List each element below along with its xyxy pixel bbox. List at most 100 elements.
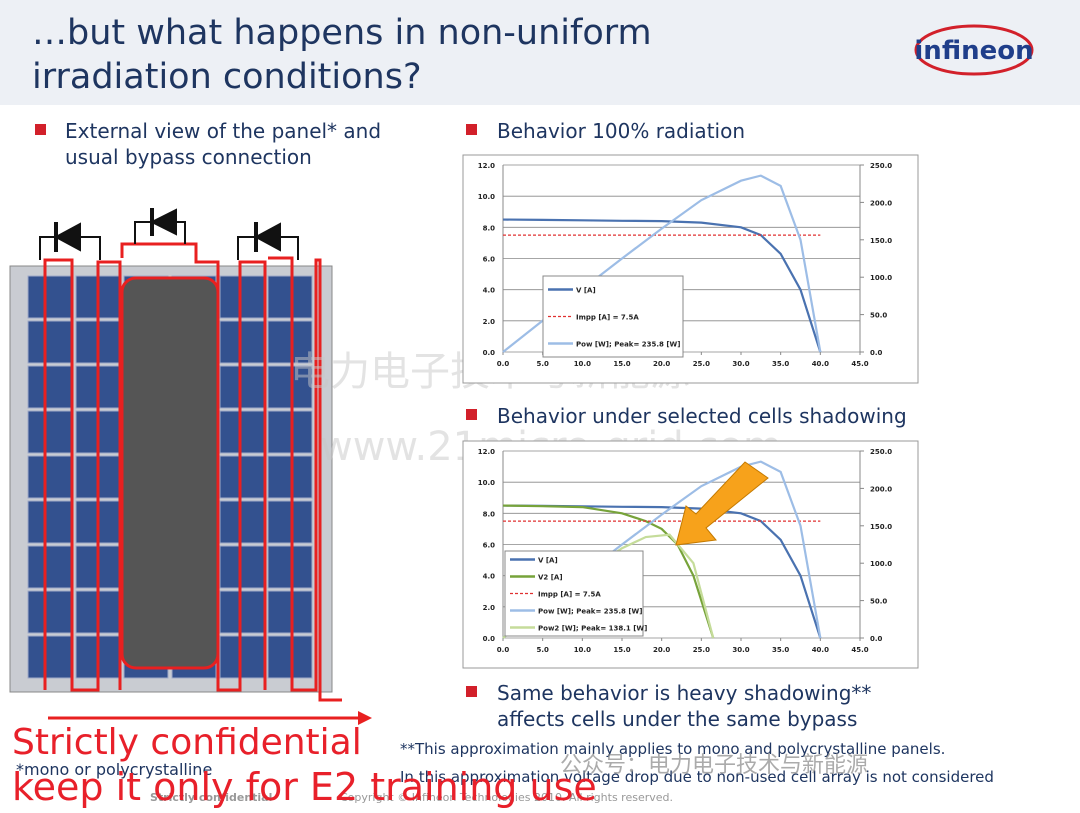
x-tick-label: 30.0: [732, 646, 749, 654]
y2-tick-label: 200.0: [870, 199, 892, 207]
y-tick-label: 0.0: [483, 635, 496, 643]
title-line: irradiation conditions?: [32, 57, 422, 97]
x-tick-label: 10.0: [574, 360, 591, 368]
y-tick-label: 8.0: [483, 224, 496, 232]
wire: [43, 258, 122, 692]
y2-tick-label: 0.0: [870, 349, 883, 357]
y-tick-label: 12.0: [478, 162, 495, 170]
x-tick-label: 0.0: [497, 360, 510, 368]
x-tick-label: 25.0: [693, 646, 710, 654]
y-tick-label: 6.0: [483, 256, 496, 264]
x-tick-label: 10.0: [574, 646, 591, 654]
y2-tick-label: 150.0: [870, 237, 892, 245]
title-band: [0, 0, 1080, 105]
x-tick-label: 25.0: [693, 360, 710, 368]
y-tick-label: 2.0: [483, 318, 496, 326]
shadow: [120, 276, 220, 670]
bullet: [466, 409, 477, 420]
footnote: In this approximation voltage drop due t…: [400, 768, 994, 786]
cell: [267, 455, 313, 499]
cell: [219, 590, 265, 634]
cell: [267, 500, 313, 544]
cell: [27, 410, 73, 454]
cell: [27, 545, 73, 589]
y2-tick-label: 250.0: [870, 448, 892, 456]
legend-label: Impp [A] = 7.5A: [538, 591, 601, 599]
legend-label: V [A]: [538, 557, 558, 565]
diodes: [39, 208, 299, 260]
x-tick-label: 20.0: [653, 646, 670, 654]
solar-panel: [9, 265, 333, 693]
legend-label: Impp [A] = 7.5A: [576, 314, 639, 322]
y-tick-label: 10.0: [478, 193, 495, 201]
y-tick-label: 4.0: [483, 573, 496, 581]
x-tick-label: 0.0: [497, 646, 510, 654]
cell: [27, 590, 73, 634]
y-tick-label: 12.0: [478, 448, 495, 456]
cell: [27, 500, 73, 544]
arrow-head: [358, 711, 372, 725]
diode: [149, 208, 177, 236]
bullet-text: Same behavior is heavy shadowing**: [497, 681, 871, 705]
y2-tick-label: 100.0: [870, 560, 892, 568]
y-tick-label: 10.0: [478, 479, 495, 487]
x-tick-label: 20.0: [653, 360, 670, 368]
bullet: [466, 124, 477, 135]
bypass-wiring: [43, 242, 372, 725]
legend-label: Pow [W]; Peak= 235.8 [W]: [538, 608, 642, 616]
logo: infineon: [914, 36, 1033, 66]
cell: [219, 275, 265, 319]
cell: [219, 410, 265, 454]
bullet-text: affects cells under the same bypass: [497, 707, 857, 731]
cell: [219, 365, 265, 409]
x-tick-label: 45.0: [851, 360, 868, 368]
legend-label: Pow2 [W]; Peak= 138.1 [W]: [538, 625, 647, 633]
cell: [219, 635, 265, 679]
cell: [267, 590, 313, 634]
cell: [267, 365, 313, 409]
footer: Copyright © Infineon Technologies 2010. …: [340, 791, 673, 804]
x-tick-label: 5.0: [536, 360, 549, 368]
diode: [53, 222, 81, 252]
bullet-text: External view of the panel* and: [65, 119, 381, 143]
legend-label: Pow [W]; Peak= 235.8 [W]: [576, 341, 680, 349]
y2-tick-label: 50.0: [870, 312, 887, 320]
bullet-text: Behavior 100% radiation: [497, 119, 745, 143]
watermark: 公众号：电力电子技术与新能源: [560, 753, 868, 778]
bullet-text: usual bypass connection: [65, 145, 312, 169]
legend-label: V [A]: [576, 287, 596, 295]
cell: [27, 365, 73, 409]
logo-ring: [914, 24, 1034, 76]
y2-tick-label: 0.0: [870, 635, 883, 643]
x-tick-label: 30.0: [732, 360, 749, 368]
cell: [267, 635, 313, 679]
cell: [267, 275, 313, 319]
bullet-text: Behavior under selected cells shadowing: [497, 404, 907, 428]
legend-label: V2 [A]: [538, 574, 563, 582]
cell: [219, 500, 265, 544]
cell: [27, 455, 73, 499]
bullet: [35, 124, 46, 135]
x-tick-label: 15.0: [613, 360, 630, 368]
y-tick-label: 6.0: [483, 542, 496, 550]
cell: [27, 320, 73, 364]
y-tick-label: 4.0: [483, 287, 496, 295]
x-tick-label: 45.0: [851, 646, 868, 654]
cell: [267, 410, 313, 454]
footnote: **This approximation mainly applies to m…: [400, 740, 945, 758]
x-tick-label: 5.0: [536, 646, 549, 654]
overlay-text: keep it only for E2 training use: [12, 765, 597, 809]
y2-tick-label: 100.0: [870, 274, 892, 282]
x-tick-label: 35.0: [772, 646, 789, 654]
cell: [27, 635, 73, 679]
x-tick-label: 40.0: [812, 646, 829, 654]
footnote: *mono or polycrystalline: [16, 760, 212, 779]
series-line: [502, 218, 822, 353]
y2-tick-label: 250.0: [870, 162, 892, 170]
cell: [267, 320, 313, 364]
callout-arrow: [675, 461, 769, 546]
cell: [219, 320, 265, 364]
title-line: …but what happens in non-uniform: [32, 13, 652, 53]
y-tick-label: 0.0: [483, 349, 496, 357]
